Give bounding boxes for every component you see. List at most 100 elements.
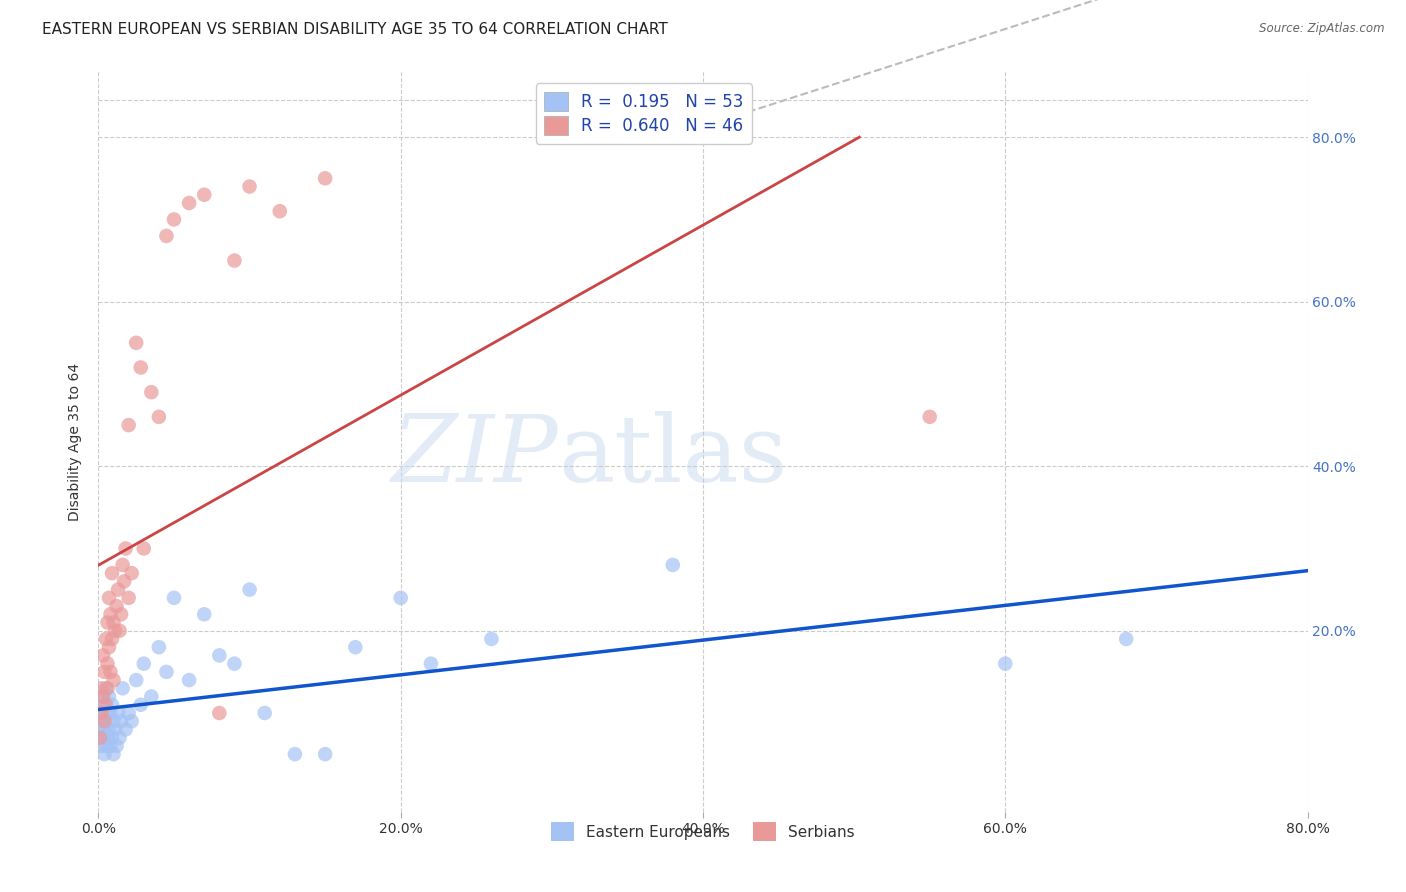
Point — [94, 714, 117, 729]
Point — [118, 591, 141, 605]
Point — [314, 747, 336, 761]
Point — [93, 723, 115, 737]
Point — [98, 640, 121, 655]
Point — [96, 731, 118, 745]
Point — [105, 739, 128, 753]
Point — [121, 566, 143, 581]
Point — [148, 640, 170, 655]
Point — [101, 632, 124, 646]
Point — [91, 648, 114, 663]
Point — [314, 171, 336, 186]
Point — [108, 731, 131, 745]
Point — [224, 657, 246, 671]
Point — [114, 723, 136, 737]
Point — [100, 739, 122, 753]
Point — [91, 690, 114, 704]
Point — [111, 681, 134, 696]
Point — [121, 714, 143, 729]
Point — [98, 591, 121, 605]
Point — [98, 723, 121, 737]
Point — [96, 615, 118, 630]
Point — [918, 409, 941, 424]
Point — [269, 204, 291, 219]
Point — [208, 706, 231, 720]
Point — [96, 706, 118, 720]
Point — [110, 714, 132, 729]
Point — [239, 582, 262, 597]
Point — [224, 253, 246, 268]
Point — [100, 706, 122, 720]
Point — [105, 599, 128, 613]
Point — [101, 698, 124, 712]
Point — [155, 228, 177, 243]
Point — [141, 690, 163, 704]
Point — [163, 591, 186, 605]
Point — [129, 698, 152, 712]
Point — [114, 541, 136, 556]
Point — [107, 582, 129, 597]
Point — [239, 179, 262, 194]
Point — [104, 723, 127, 737]
Point — [193, 607, 215, 622]
Point — [93, 698, 115, 712]
Point — [179, 673, 201, 687]
Point — [129, 360, 152, 375]
Point — [91, 731, 114, 745]
Point — [91, 714, 114, 729]
Point — [163, 212, 186, 227]
Point — [107, 706, 129, 720]
Point — [118, 418, 141, 433]
Point — [148, 409, 170, 424]
Point — [108, 624, 131, 638]
Point — [155, 665, 177, 679]
Point — [132, 541, 155, 556]
Point — [118, 706, 141, 720]
Point — [420, 657, 443, 671]
Point — [125, 673, 148, 687]
Text: atlas: atlas — [558, 411, 787, 501]
Point — [111, 558, 134, 572]
Point — [103, 673, 125, 687]
Point — [1115, 632, 1137, 646]
Point — [90, 681, 112, 696]
Point — [125, 335, 148, 350]
Point — [110, 607, 132, 622]
Point — [100, 607, 122, 622]
Point — [284, 747, 307, 761]
Point — [179, 196, 201, 211]
Point — [103, 747, 125, 761]
Point — [90, 706, 112, 720]
Text: ZIP: ZIP — [391, 411, 558, 501]
Point — [100, 665, 122, 679]
Point — [101, 731, 124, 745]
Y-axis label: Disability Age 35 to 64: Disability Age 35 to 64 — [69, 362, 83, 521]
Point — [103, 714, 125, 729]
Point — [90, 739, 112, 753]
Point — [112, 574, 135, 589]
Point — [253, 706, 276, 720]
Point — [93, 747, 115, 761]
Text: EASTERN EUROPEAN VS SERBIAN DISABILITY AGE 35 TO 64 CORRELATION CHART: EASTERN EUROPEAN VS SERBIAN DISABILITY A… — [42, 22, 668, 37]
Point — [94, 739, 117, 753]
Text: Source: ZipAtlas.com: Source: ZipAtlas.com — [1260, 22, 1385, 36]
Point — [661, 558, 683, 572]
Point — [89, 723, 111, 737]
Point — [89, 731, 111, 745]
Point — [481, 632, 503, 646]
Point — [132, 657, 155, 671]
Point — [96, 681, 118, 696]
Point — [93, 665, 115, 679]
Point — [193, 187, 215, 202]
Point — [344, 640, 367, 655]
Point — [94, 681, 117, 696]
Point — [994, 657, 1017, 671]
Point — [90, 706, 112, 720]
Point — [98, 690, 121, 704]
Point — [208, 648, 231, 663]
Point — [96, 657, 118, 671]
Point — [104, 624, 127, 638]
Point — [94, 698, 117, 712]
Point — [141, 385, 163, 400]
Point — [101, 566, 124, 581]
Point — [94, 632, 117, 646]
